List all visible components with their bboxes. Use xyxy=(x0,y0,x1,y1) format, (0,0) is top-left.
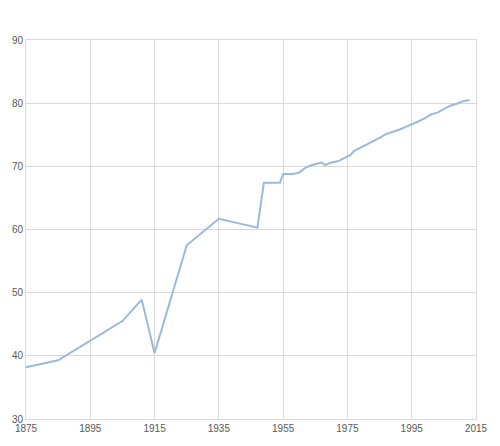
svg-text:2015: 2015 xyxy=(465,423,488,434)
svg-text:80: 80 xyxy=(12,98,24,109)
svg-text:1915: 1915 xyxy=(143,423,166,434)
svg-text:1995: 1995 xyxy=(401,423,424,434)
svg-text:1975: 1975 xyxy=(336,423,359,434)
svg-text:90: 90 xyxy=(12,35,24,46)
svg-text:40: 40 xyxy=(12,350,24,361)
svg-text:30: 30 xyxy=(12,414,24,425)
svg-text:1955: 1955 xyxy=(272,423,295,434)
svg-text:50: 50 xyxy=(12,287,24,298)
svg-text:60: 60 xyxy=(12,224,24,235)
svg-text:1875: 1875 xyxy=(15,423,38,434)
svg-text:1935: 1935 xyxy=(208,423,231,434)
svg-text:70: 70 xyxy=(12,161,24,172)
svg-text:1895: 1895 xyxy=(79,423,102,434)
